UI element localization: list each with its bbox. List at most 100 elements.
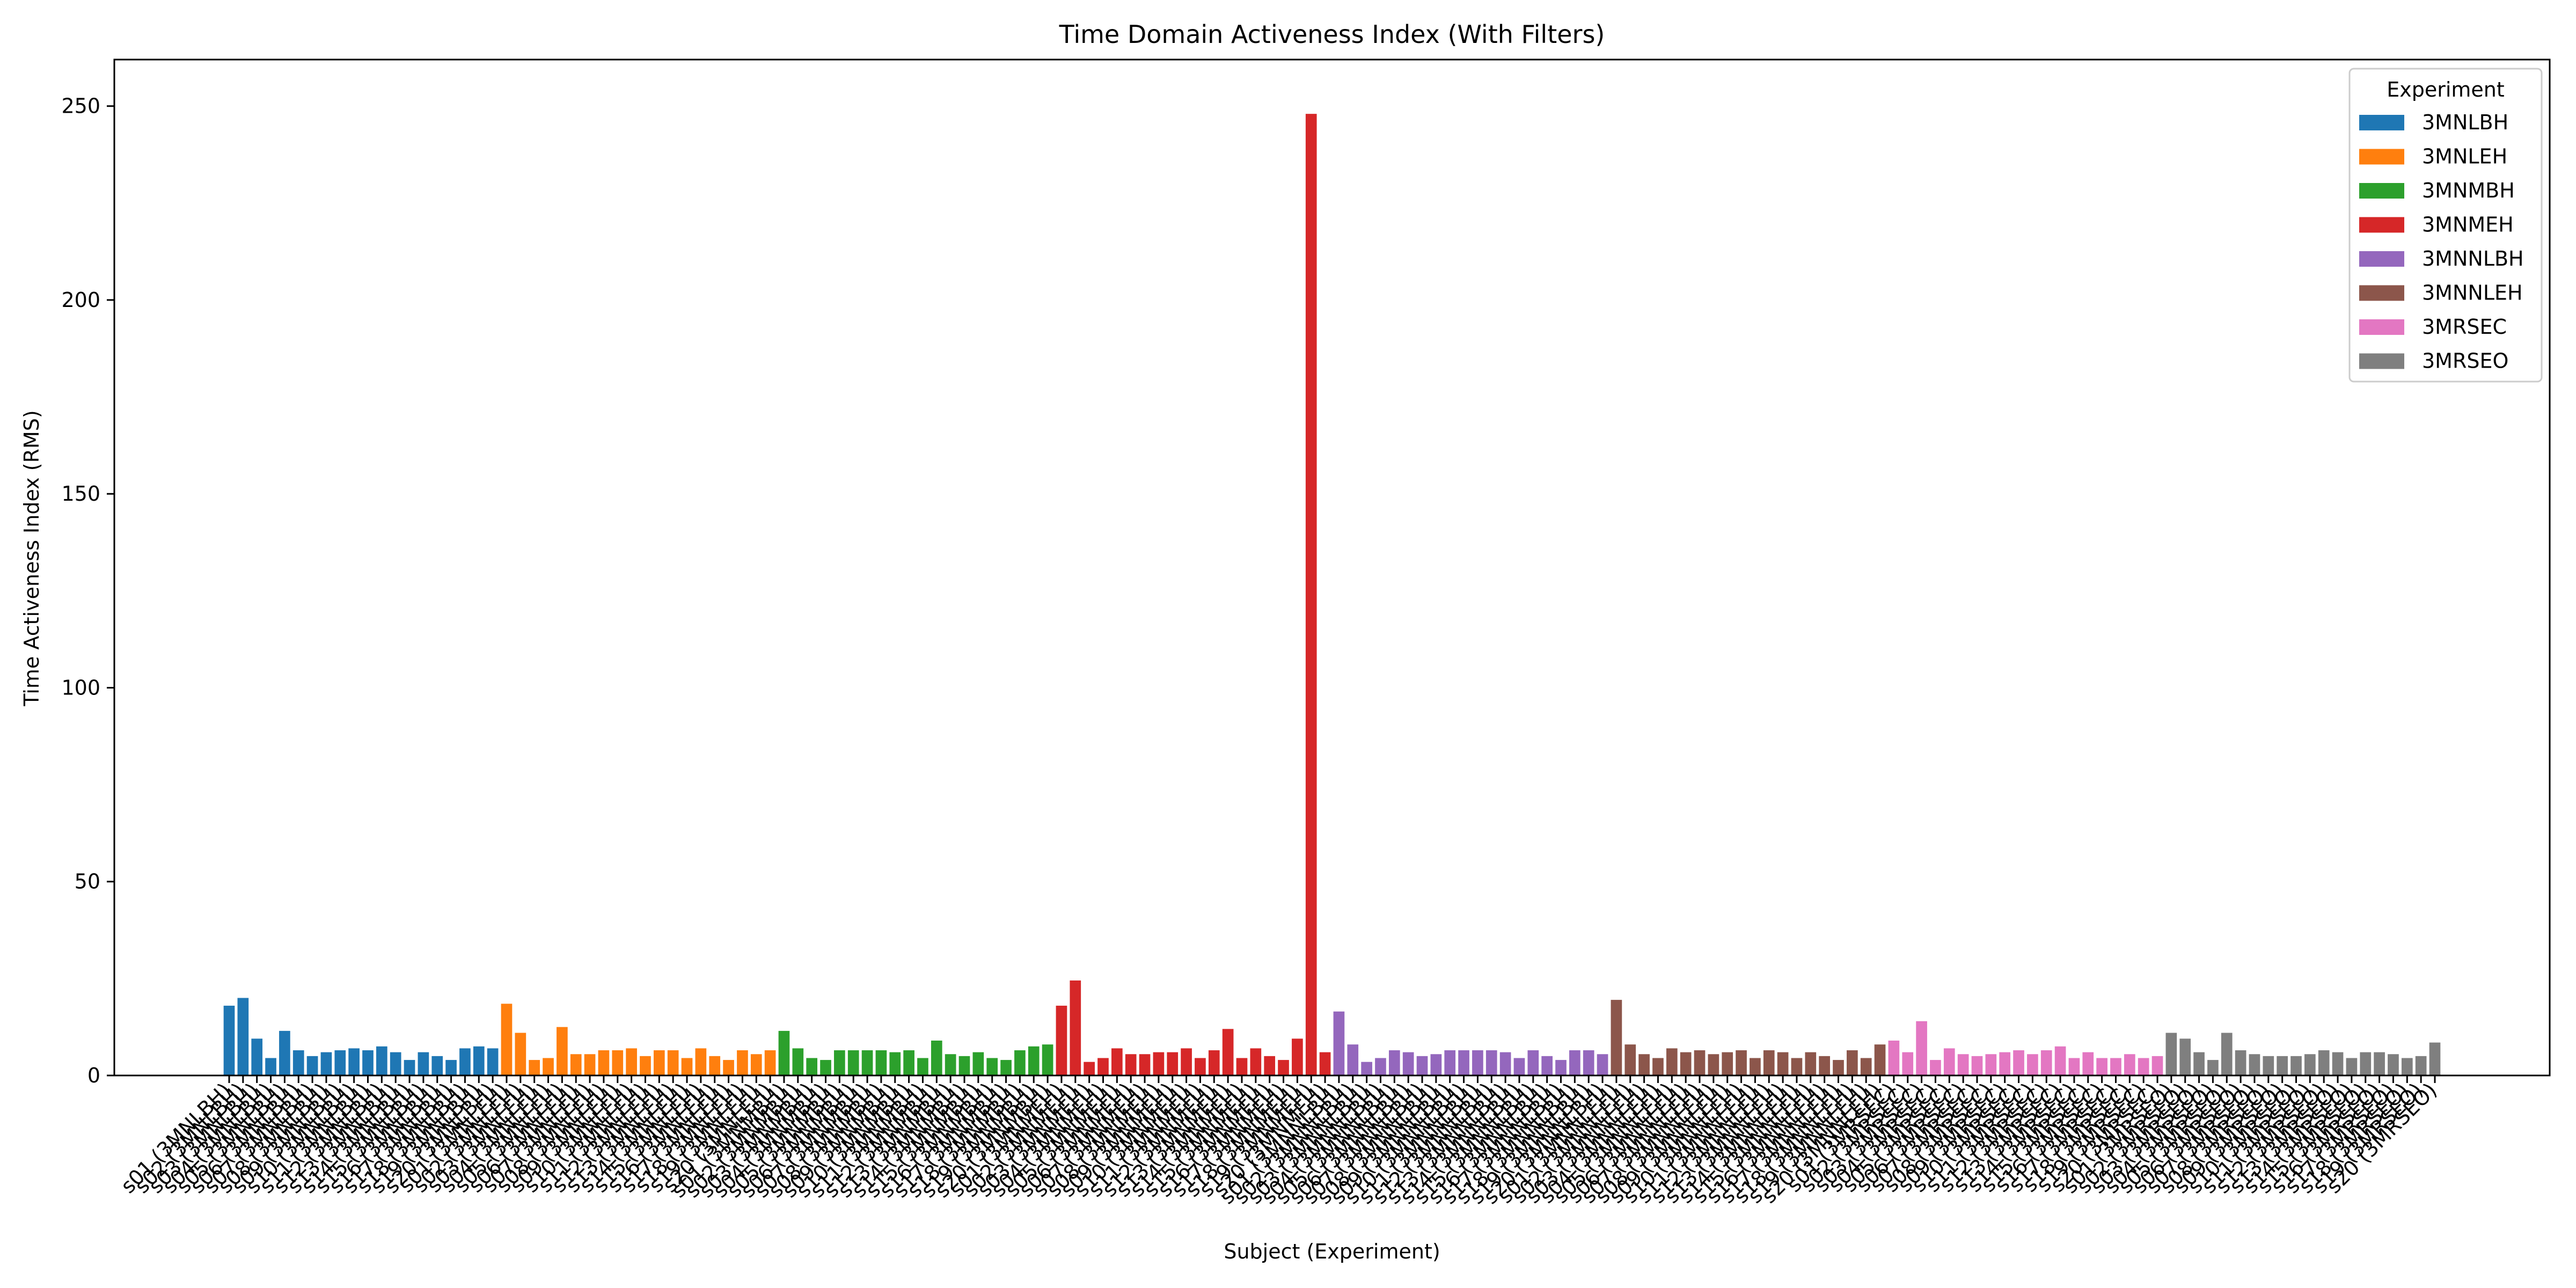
bar	[1305, 114, 1317, 1075]
bar	[1791, 1058, 1803, 1075]
legend-swatch	[2359, 183, 2404, 199]
bar	[2027, 1054, 2038, 1075]
y-tick-label: 200	[61, 288, 100, 312]
bar	[1250, 1048, 1262, 1075]
bar	[861, 1050, 873, 1075]
legend-label: 3MNLBH	[2422, 111, 2508, 134]
bar	[820, 1060, 831, 1075]
bar	[806, 1058, 817, 1075]
bar	[945, 1054, 956, 1075]
bar	[958, 1056, 970, 1075]
bar	[737, 1050, 748, 1075]
bar	[1430, 1054, 1442, 1075]
bar	[501, 1004, 513, 1075]
bar	[1777, 1052, 1789, 1075]
bar	[2235, 1050, 2246, 1075]
bar	[1943, 1048, 1955, 1075]
bar	[1111, 1048, 1123, 1075]
bar	[2360, 1052, 2372, 1075]
bar	[1485, 1050, 1497, 1075]
bar	[1181, 1048, 1192, 1075]
bar	[2346, 1058, 2358, 1075]
bar	[931, 1040, 942, 1075]
bar	[1680, 1052, 1692, 1075]
bar	[1236, 1058, 1248, 1075]
bar	[557, 1027, 568, 1075]
bar	[1555, 1060, 1567, 1075]
bar	[2110, 1058, 2121, 1075]
bar	[2138, 1058, 2149, 1075]
bar	[1195, 1058, 1206, 1075]
bar	[2401, 1058, 2413, 1075]
bar	[1097, 1058, 1109, 1075]
bar	[847, 1050, 859, 1075]
legend-swatch	[2359, 319, 2404, 335]
bar	[917, 1058, 928, 1075]
legend-label: 3MNNLEH	[2422, 281, 2523, 305]
legend-label: 3MRSEO	[2422, 349, 2508, 373]
bar	[834, 1050, 845, 1075]
bar	[348, 1048, 360, 1075]
bar	[1957, 1054, 1969, 1075]
bar	[1847, 1050, 1858, 1075]
bar	[2207, 1060, 2219, 1075]
bar	[404, 1060, 415, 1075]
bar	[570, 1054, 582, 1075]
bar	[2429, 1042, 2441, 1075]
legend-label: 3MNMBH	[2422, 179, 2515, 202]
bar	[1513, 1058, 1525, 1075]
bar	[1388, 1050, 1400, 1075]
bar	[653, 1050, 665, 1075]
bar	[2124, 1054, 2135, 1075]
bar	[1472, 1050, 1483, 1075]
legend-swatch	[2359, 285, 2404, 301]
bar	[1375, 1058, 1386, 1075]
bar	[2388, 1054, 2399, 1075]
bar	[1361, 1062, 1372, 1075]
legend-label: 3MNNLBH	[2422, 247, 2524, 270]
bar	[598, 1050, 610, 1075]
bar	[543, 1058, 554, 1075]
bar	[875, 1050, 887, 1075]
bar	[986, 1058, 998, 1075]
bar	[2165, 1033, 2177, 1075]
legend-label: 3MNLEH	[2422, 145, 2507, 169]
bar	[292, 1050, 304, 1075]
chart-title: Time Domain Activeness Index (With Filte…	[1059, 20, 1605, 49]
bar	[1056, 1005, 1067, 1075]
bar	[2318, 1050, 2330, 1075]
y-tick-label: 150	[61, 482, 100, 506]
bar	[1930, 1060, 1941, 1075]
bar	[1139, 1054, 1151, 1075]
legend-box	[2348, 68, 2543, 383]
bar	[1292, 1038, 1303, 1075]
y-tick-label: 0	[87, 1064, 100, 1087]
bar	[1736, 1050, 1747, 1075]
bar	[2179, 1038, 2191, 1075]
bar	[640, 1056, 651, 1075]
bar	[251, 1038, 263, 1075]
bar	[237, 998, 249, 1075]
bar	[1402, 1052, 1414, 1075]
bar	[473, 1046, 485, 1075]
y-tick-label: 50	[75, 870, 100, 894]
y-tick-label: 250	[61, 94, 100, 118]
bar	[1597, 1054, 1608, 1075]
bar	[1153, 1052, 1165, 1075]
legend-swatch	[2359, 217, 2404, 233]
bar	[792, 1048, 804, 1075]
bar	[1638, 1054, 1650, 1075]
bar	[223, 1005, 235, 1075]
bar	[1541, 1056, 1553, 1075]
bar	[667, 1050, 679, 1075]
bar	[279, 1030, 290, 1075]
bar	[1333, 1011, 1345, 1075]
bar	[2374, 1052, 2385, 1075]
bar	[1999, 1052, 2011, 1075]
bar	[1347, 1044, 1359, 1075]
y-tick-label: 100	[61, 676, 100, 699]
legend-label: 3MRSEC	[2422, 315, 2507, 339]
bar	[1750, 1058, 1761, 1075]
